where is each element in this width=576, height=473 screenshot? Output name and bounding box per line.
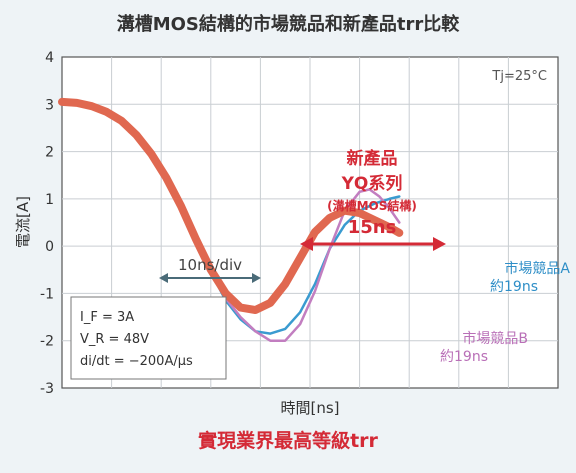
- chart-title: 溝槽MOS結構的市場競品和新產品trr比較: [117, 13, 461, 35]
- x-axis-label: 時間[ns]: [280, 399, 339, 417]
- series-b-trr: 約19ns: [440, 349, 488, 365]
- new-product-annotation: 新產品 YQ系列 (溝槽MOS結構) 15ns: [327, 148, 417, 238]
- y-tick-label: -2: [40, 334, 54, 350]
- condition-vr: V_R = 48V: [80, 332, 149, 347]
- trr-indicator: [300, 237, 446, 251]
- conditions-frame: [70, 296, 227, 380]
- new-product-line3: (溝槽MOS結構): [327, 198, 417, 213]
- new-product-line2: YQ系列: [341, 173, 403, 194]
- series-lines: [58, 97, 404, 342]
- new-product-line1: 新產品: [347, 148, 398, 169]
- y-tick-labels: 4 3 2 1 0 -1 -2 -3: [40, 50, 54, 397]
- series-a-label: 市場競品A 約19ns: [490, 260, 570, 295]
- condition-didt: di/dt = −200A/μs: [80, 354, 193, 369]
- scale-indicator: 10ns/div: [159, 256, 261, 283]
- trr-arrow-left-head: [300, 237, 313, 251]
- scale-arrow-right-head: [252, 273, 261, 283]
- scale-arrow-left-head: [159, 273, 168, 283]
- scale-label: 10ns/div: [178, 256, 242, 274]
- condition-if: I_F = 3A: [80, 310, 134, 325]
- y-tick-label: 4: [45, 50, 54, 66]
- series-b-label: 市場競品B 約19ns: [440, 330, 528, 365]
- series-a-trr: 約19ns: [490, 279, 538, 295]
- y-axis-label: 電流[A]: [14, 196, 32, 248]
- y-tick-label: -1: [40, 286, 54, 302]
- trr-arrow-right-head: [433, 237, 446, 251]
- series-b-name: 市場競品B: [462, 330, 528, 347]
- conditions-box: I_F = 3A V_R = 48V di/dt = −200A/μs: [70, 296, 227, 380]
- new-product-trr: 15ns: [348, 217, 397, 238]
- y-tick-label: -3: [40, 381, 54, 397]
- series-a-name: 市場競品A: [504, 260, 570, 277]
- y-tick-label: 2: [45, 145, 54, 161]
- y-tick-label: 0: [45, 239, 54, 255]
- footer-headline: 實現業界最高等級trr: [198, 429, 378, 452]
- y-tick-label: 1: [45, 192, 54, 208]
- y-tick-label: 3: [45, 97, 54, 113]
- condition-label: Tj=25°C: [491, 69, 547, 84]
- series-line-new-product: [58, 97, 404, 314]
